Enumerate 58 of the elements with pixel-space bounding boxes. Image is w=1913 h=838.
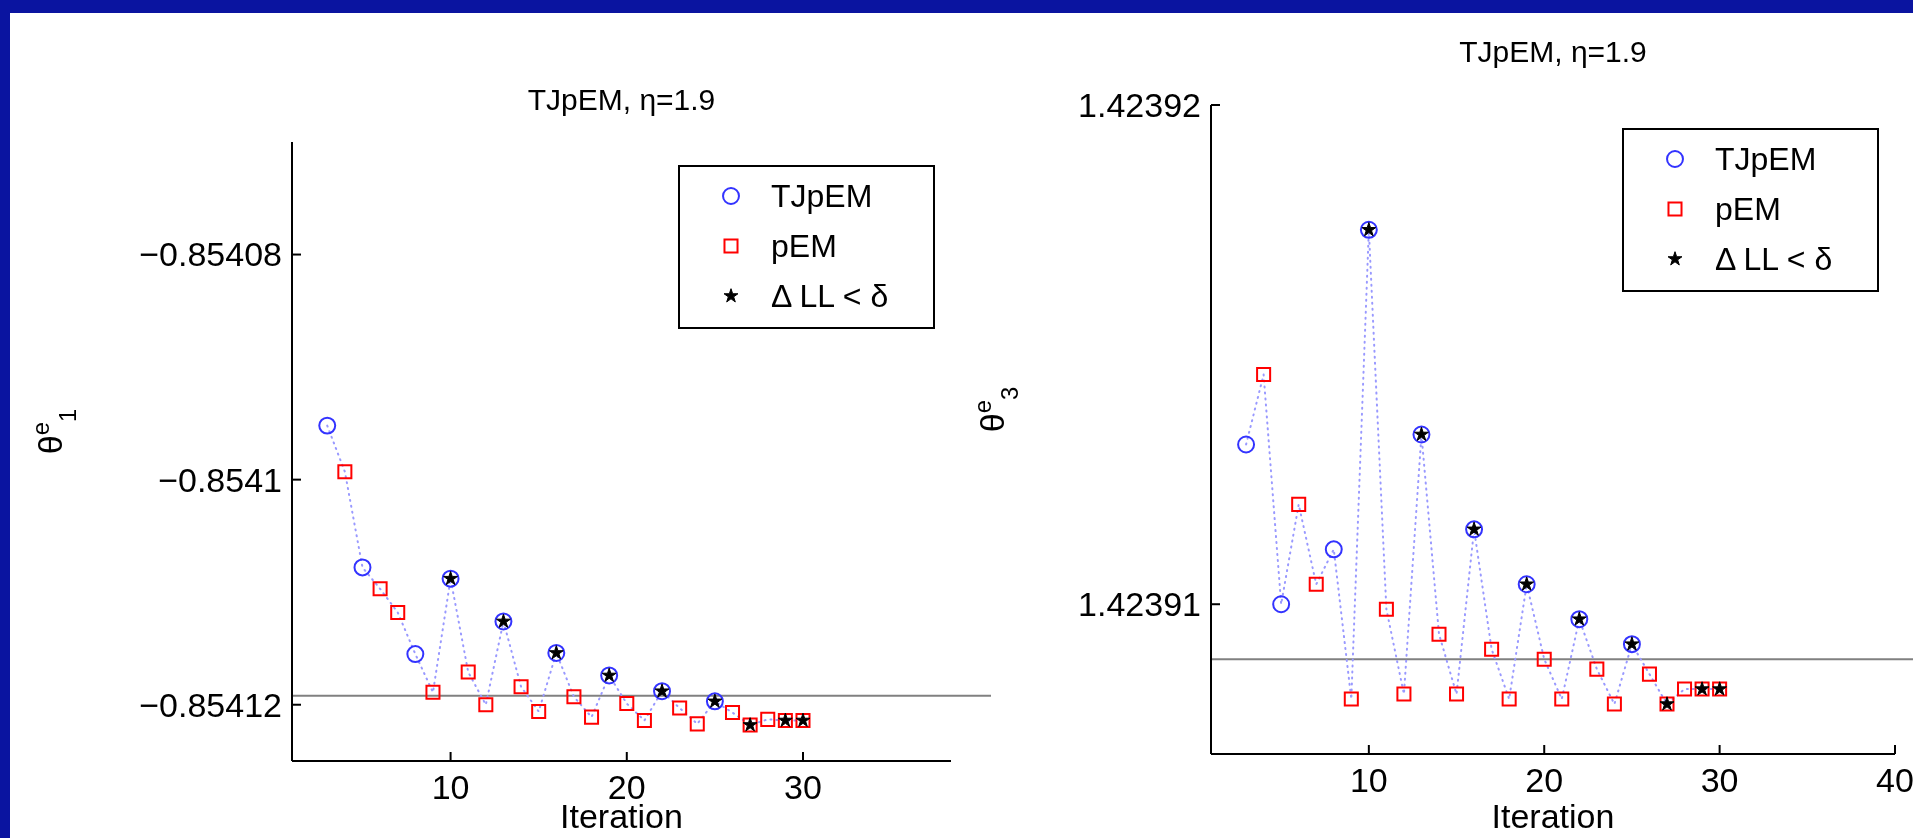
point: [724, 705, 741, 721]
point: [1308, 576, 1324, 592]
point: [460, 664, 476, 680]
point: [636, 712, 652, 728]
point: [1256, 367, 1272, 383]
point: [513, 679, 529, 695]
point: [619, 696, 635, 712]
legend-label: TJpEM: [1715, 141, 1817, 177]
point: [1324, 540, 1343, 559]
x-tick-label: 30: [784, 768, 822, 806]
point: [406, 645, 425, 664]
y-tick-label: −0.85408: [139, 235, 282, 274]
point: [1378, 601, 1394, 617]
legend-label: Δ LL < δ: [1715, 241, 1833, 277]
legend-label: Δ LL < δ: [771, 278, 889, 314]
point: [1431, 626, 1447, 642]
legend-label: pEM: [771, 228, 837, 264]
point: [478, 697, 494, 713]
point: [337, 464, 353, 480]
legend-label: pEM: [1715, 191, 1781, 227]
legend-label: TJpEM: [771, 178, 873, 214]
point: [531, 703, 547, 719]
point: [1291, 496, 1307, 512]
point: [1554, 691, 1570, 707]
point: [372, 581, 388, 597]
y-tick-label: −0.85412: [139, 685, 282, 724]
point: [1677, 681, 1693, 697]
point: [1343, 691, 1359, 707]
x-tick-label: 40: [1876, 761, 1913, 799]
point: [1272, 595, 1291, 614]
point: [425, 684, 441, 700]
chart-title: TJpEM, η=1.9: [1459, 35, 1647, 68]
point: [318, 416, 337, 435]
y-tick-label: 1.42392: [1078, 85, 1201, 124]
point: [760, 711, 776, 727]
x-tick-label: 30: [1700, 761, 1739, 799]
x-tick-label: 20: [1525, 761, 1564, 799]
x-tick-label: 10: [1349, 761, 1388, 799]
x-tick-label: 10: [431, 768, 470, 806]
point: [566, 689, 582, 705]
point: [1641, 666, 1657, 682]
point: [353, 558, 372, 577]
point: [1589, 661, 1605, 677]
x-axis-title: Iteration: [1491, 797, 1615, 835]
point: [1501, 691, 1517, 707]
y-tick-label: 1.42391: [1078, 585, 1201, 624]
point: [1606, 696, 1622, 712]
chart-title: TJpEM, η=1.9: [527, 83, 716, 116]
point: [672, 700, 688, 716]
point: [689, 716, 705, 732]
point: [584, 709, 600, 725]
point: [1484, 641, 1500, 657]
point: [1237, 435, 1256, 454]
point: [1536, 651, 1552, 667]
point: [1396, 686, 1412, 702]
point: [1449, 686, 1465, 702]
point: [390, 604, 406, 620]
y-tick-label: −0.8541: [158, 460, 282, 499]
